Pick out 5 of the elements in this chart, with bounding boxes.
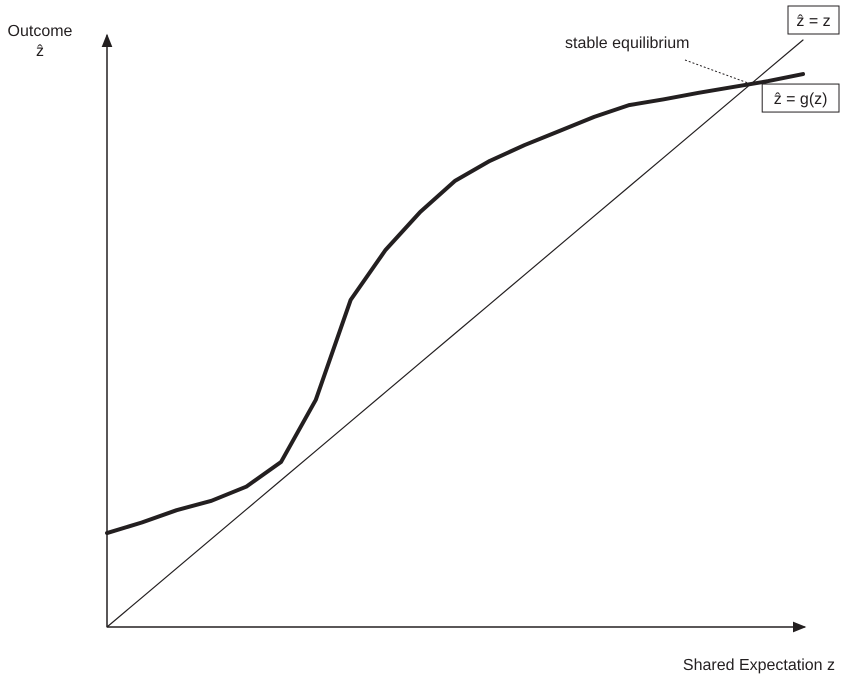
y-axis-title: Outcome ẑ [8,23,73,60]
annotation: stable equilibrium [565,35,690,52]
series-label: ẑ = z [796,13,831,30]
series-label: ẑ = g(z) [774,91,828,108]
x-axis-title: Shared Expectation z [682,657,835,674]
